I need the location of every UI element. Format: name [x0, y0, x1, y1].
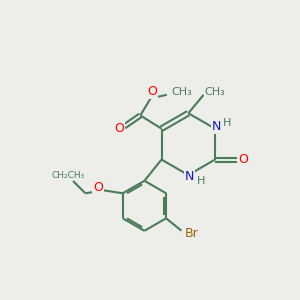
Text: O: O [93, 182, 103, 194]
Text: O: O [114, 122, 124, 135]
Text: CH₂CH₃: CH₂CH₃ [52, 170, 85, 179]
Text: Br: Br [185, 226, 199, 239]
Text: N: N [185, 170, 194, 183]
Text: CH₃: CH₃ [172, 87, 193, 98]
Text: H: H [196, 176, 205, 186]
Text: O: O [238, 153, 248, 166]
Text: O: O [147, 85, 157, 98]
Text: CH₃: CH₃ [204, 87, 225, 97]
Text: H: H [223, 118, 232, 128]
Text: N: N [212, 120, 221, 133]
